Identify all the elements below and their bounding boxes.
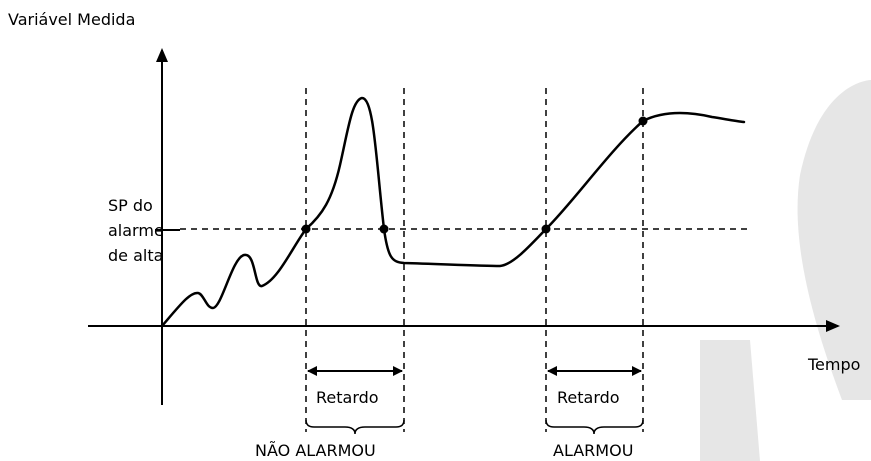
crossing-point xyxy=(541,224,551,234)
x-axis-label: Tempo xyxy=(807,355,860,374)
result-label-right: ALARMOU xyxy=(553,441,633,460)
delay-label-right: Retardo xyxy=(557,388,620,407)
crossing-point xyxy=(379,224,389,234)
delay-label-left: Retardo xyxy=(316,388,379,407)
y-axis-label: Variável Medida xyxy=(8,10,135,29)
measured-curve xyxy=(160,96,746,328)
brace-left xyxy=(305,419,405,435)
crossing-point xyxy=(301,224,311,234)
result-label-left: NÃO ALARMOU xyxy=(255,441,376,460)
watermark xyxy=(700,80,871,461)
setpoint-label-line3: de alta xyxy=(108,246,163,265)
brace-right xyxy=(545,419,644,435)
crossing-point xyxy=(638,116,648,126)
setpoint-label-line1: SP do xyxy=(108,196,153,215)
setpoint-label-line2: alarme xyxy=(108,221,164,240)
